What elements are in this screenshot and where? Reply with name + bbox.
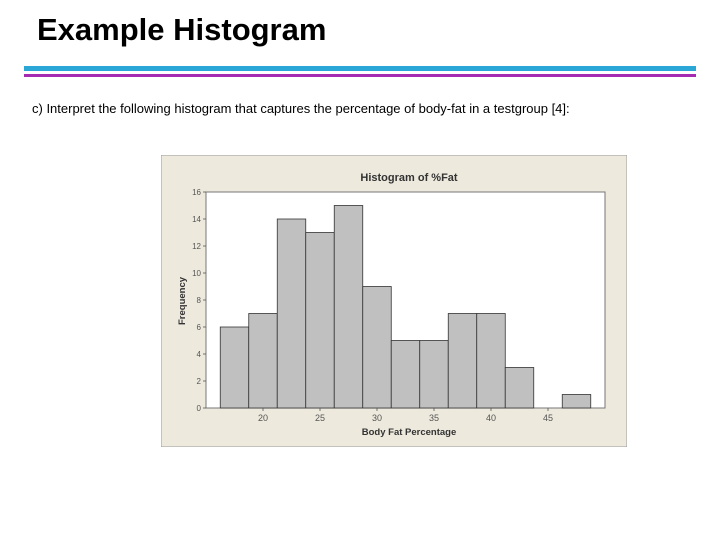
histogram-bar [362, 286, 392, 409]
x-tick-label: 30 [372, 413, 382, 423]
x-tick-label: 20 [258, 413, 268, 423]
bars-group [219, 205, 592, 409]
x-tick-label: 35 [429, 413, 439, 423]
histogram-bar [476, 313, 506, 409]
y-axis-label: Frequency [177, 276, 188, 325]
y-tick-label: 8 [197, 296, 202, 305]
axes-group: 0 2 4 6 8 10 12 14 16 20 25 30 35 40 45 [192, 188, 553, 423]
question-text: c) Interpret the following histogram tha… [32, 101, 570, 116]
y-tick-label: 2 [197, 377, 202, 386]
y-tick-label: 12 [192, 242, 201, 251]
histogram-bar [561, 394, 592, 409]
histogram-bar [333, 205, 364, 409]
y-tick-label: 10 [192, 269, 201, 278]
y-tick-label: 4 [197, 350, 202, 359]
histogram-bar [447, 313, 478, 409]
y-tick-label: 6 [197, 323, 202, 332]
histogram-chart: Histogram of %Fat Body Fat Percentage Fr… [161, 155, 627, 447]
x-axis-label: Body Fat Percentage [362, 427, 457, 438]
title-rule-purple [24, 74, 696, 77]
histogram-bar [390, 340, 421, 409]
y-tick-label: 14 [192, 215, 201, 224]
slide-title: Example Histogram [37, 12, 327, 47]
y-tick-label: 0 [197, 404, 202, 413]
histogram-bar [248, 313, 278, 409]
histogram-bar [219, 326, 250, 409]
histogram-bar [419, 340, 449, 409]
histogram-bar [504, 367, 535, 409]
histogram-bar [276, 218, 307, 409]
histogram-bar [305, 232, 335, 409]
chart-title: Histogram of %Fat [360, 172, 458, 184]
x-tick-label: 40 [486, 413, 496, 423]
x-tick-label: 25 [315, 413, 325, 423]
x-tick-label: 45 [543, 413, 553, 423]
title-rule-blue [24, 66, 696, 71]
y-tick-label: 16 [192, 188, 201, 197]
